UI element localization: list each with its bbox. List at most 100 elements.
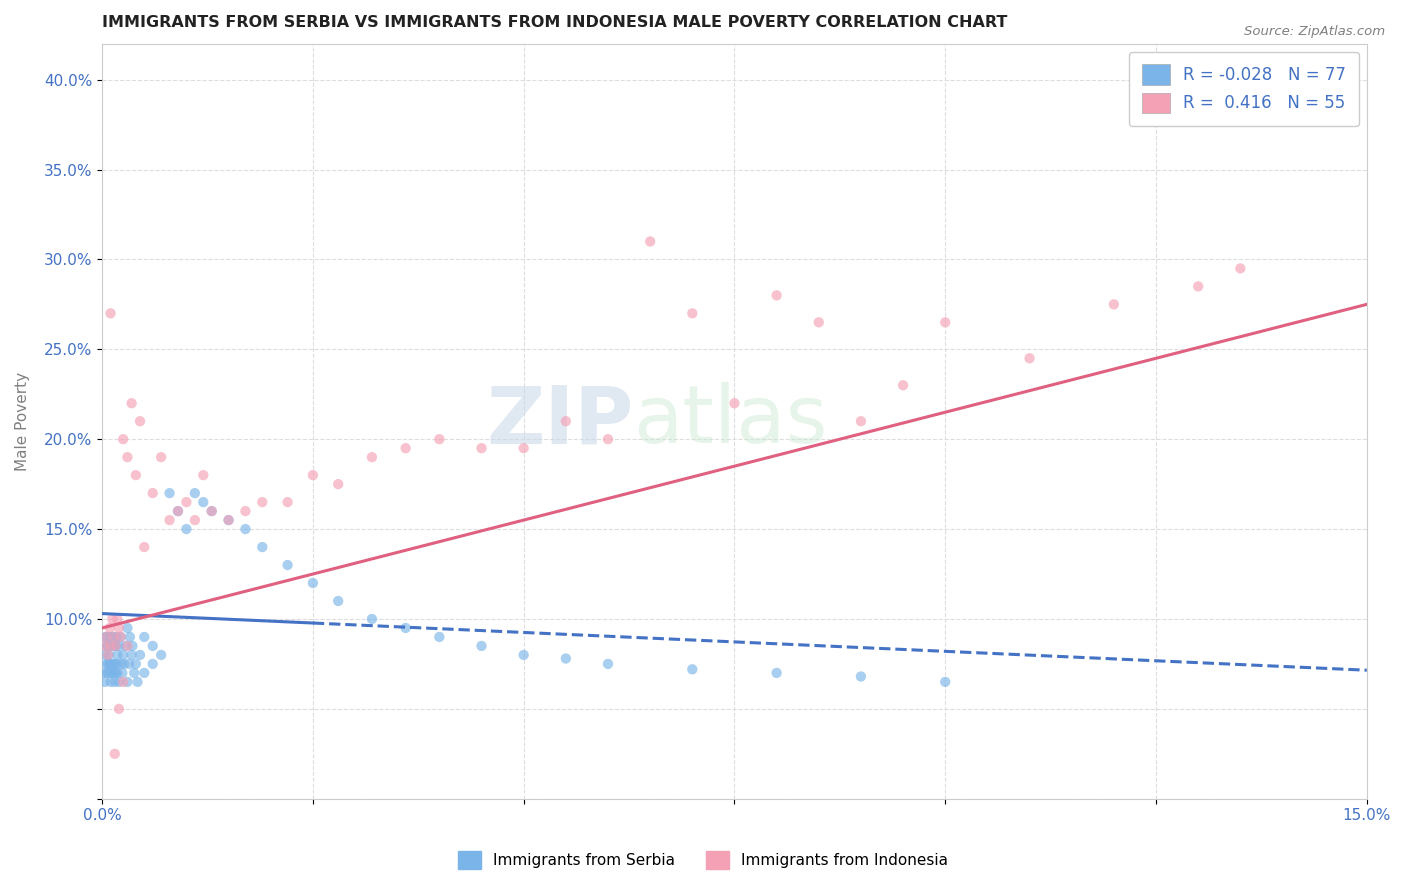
Point: [105, 612, 128, 626]
Point: [201, 504, 224, 518]
Point: [121, 639, 143, 653]
Point: [201, 504, 224, 518]
Point: [681, 662, 703, 676]
Point: [427, 630, 450, 644]
Point: [218, 513, 240, 527]
Point: [1187, 279, 1209, 293]
Point: [100, 639, 122, 653]
Point: [94, 630, 117, 644]
Point: [167, 504, 190, 518]
Point: [97, 648, 120, 662]
Text: atlas: atlas: [633, 382, 828, 460]
Point: [891, 378, 914, 392]
Point: [105, 630, 128, 644]
Point: [117, 621, 139, 635]
Point: [218, 513, 240, 527]
Point: [184, 513, 207, 527]
Point: [121, 396, 143, 410]
Point: [252, 495, 274, 509]
Point: [302, 468, 325, 483]
Point: [93, 674, 115, 689]
Point: [1018, 351, 1040, 366]
Point: [277, 558, 299, 572]
Point: [97, 648, 120, 662]
Point: [134, 540, 156, 554]
Point: [142, 657, 165, 671]
Point: [101, 665, 124, 680]
Point: [723, 396, 745, 410]
Point: [101, 657, 124, 671]
Point: [328, 594, 350, 608]
Point: [104, 747, 127, 761]
Point: [100, 657, 122, 671]
Point: [765, 665, 787, 680]
Point: [96, 630, 118, 644]
Point: [104, 657, 127, 671]
Point: [302, 576, 325, 591]
Point: [122, 665, 145, 680]
Point: [252, 540, 274, 554]
Point: [596, 432, 619, 446]
Point: [807, 315, 830, 329]
Point: [176, 495, 198, 509]
Point: [98, 621, 121, 635]
Point: [97, 639, 120, 653]
Point: [104, 639, 127, 653]
Point: [117, 450, 139, 465]
Point: [235, 504, 257, 518]
Point: [103, 630, 125, 644]
Point: [110, 630, 132, 644]
Point: [142, 639, 165, 653]
Point: [134, 630, 156, 644]
Point: [101, 639, 124, 653]
Point: [361, 612, 384, 626]
Point: [112, 674, 135, 689]
Point: [108, 639, 131, 653]
Point: [1102, 297, 1125, 311]
Point: [108, 621, 131, 635]
Point: [96, 657, 118, 671]
Legend: R = -0.028   N = 77, R =  0.416   N = 55: R = -0.028 N = 77, R = 0.416 N = 55: [1129, 52, 1358, 127]
Point: [129, 414, 152, 428]
Point: [934, 674, 956, 689]
Point: [111, 665, 134, 680]
Point: [328, 477, 350, 491]
Point: [554, 651, 576, 665]
Point: [98, 657, 121, 671]
Point: [118, 630, 141, 644]
Point: [427, 432, 450, 446]
Point: [125, 468, 148, 483]
Point: [512, 648, 534, 662]
Point: [103, 665, 125, 680]
Point: [395, 441, 418, 455]
Point: [176, 522, 198, 536]
Point: [112, 648, 135, 662]
Text: Source: ZipAtlas.com: Source: ZipAtlas.com: [1244, 25, 1385, 38]
Point: [121, 648, 143, 662]
Point: [134, 665, 156, 680]
Point: [105, 657, 128, 671]
Point: [97, 665, 120, 680]
Point: [114, 639, 136, 653]
Point: [101, 612, 124, 626]
Point: [96, 639, 118, 653]
Point: [105, 648, 128, 662]
Point: [184, 486, 207, 500]
Point: [596, 657, 619, 671]
Point: [142, 486, 165, 500]
Point: [934, 315, 956, 329]
Point: [100, 639, 122, 653]
Point: [103, 630, 125, 644]
Point: [235, 522, 257, 536]
Point: [104, 639, 127, 653]
Point: [112, 657, 135, 671]
Point: [98, 630, 121, 644]
Point: [100, 306, 122, 320]
Legend: Immigrants from Serbia, Immigrants from Indonesia: Immigrants from Serbia, Immigrants from …: [451, 845, 955, 875]
Point: [108, 702, 131, 716]
Point: [277, 495, 299, 509]
Point: [104, 665, 127, 680]
Point: [110, 630, 132, 644]
Point: [110, 657, 132, 671]
Point: [150, 648, 173, 662]
